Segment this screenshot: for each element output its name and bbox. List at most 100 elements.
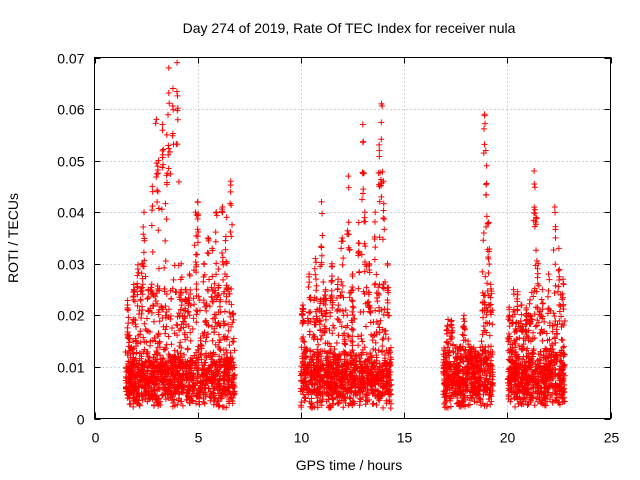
- data-point: [380, 215, 387, 222]
- data-point: [219, 372, 226, 379]
- data-point: [483, 162, 490, 169]
- data-point: [313, 276, 320, 283]
- data-point: [374, 378, 381, 385]
- data-point: [321, 371, 328, 378]
- data-point: [138, 353, 145, 360]
- data-point: [316, 307, 323, 313]
- data-point: [159, 154, 166, 161]
- x-tick-label: 15: [397, 430, 413, 446]
- data-point: [314, 404, 321, 411]
- data-point: [545, 271, 552, 278]
- data-point: [213, 271, 220, 278]
- data-point: [165, 373, 172, 380]
- data-point: [203, 334, 210, 341]
- data-point: [229, 376, 236, 383]
- data-point: [165, 64, 172, 71]
- data-point: [194, 199, 201, 206]
- data-point: [178, 359, 185, 366]
- data-point: [384, 262, 391, 269]
- data-point: [316, 317, 323, 324]
- data-point: [383, 347, 390, 354]
- data-point: [344, 376, 351, 383]
- data-point: [346, 371, 353, 378]
- data-point: [167, 376, 174, 383]
- data-point: [316, 378, 323, 385]
- data-point: [460, 323, 467, 330]
- y-tick-label: 0.03: [57, 257, 84, 273]
- data-point: [137, 367, 144, 374]
- data-point: [151, 367, 158, 374]
- data-point: [145, 364, 152, 371]
- data-point: [329, 330, 336, 337]
- x-tick-label: 5: [195, 430, 203, 446]
- data-point: [169, 403, 176, 410]
- data-point: [154, 300, 161, 307]
- data-point: [315, 358, 322, 365]
- data-point: [305, 273, 312, 280]
- data-point: [160, 161, 167, 168]
- data-point: [163, 179, 170, 186]
- data-point: [312, 255, 319, 262]
- data-point: [328, 293, 335, 300]
- data-point: [337, 393, 344, 400]
- data-point: [316, 389, 323, 396]
- data-point: [308, 364, 315, 371]
- data-point: [171, 347, 178, 354]
- data-point: [530, 293, 537, 300]
- data-point: [122, 349, 129, 356]
- data-point: [226, 342, 233, 349]
- data-point: [229, 221, 236, 228]
- data-point: [166, 382, 173, 389]
- data-point: [319, 366, 326, 373]
- data-point: [227, 182, 234, 189]
- data-point: [334, 285, 341, 292]
- data-point: [351, 400, 358, 407]
- data-point: [165, 151, 172, 158]
- data-point: [545, 287, 552, 294]
- data-point: [360, 288, 367, 295]
- data-point: [376, 304, 383, 311]
- data-point: [155, 157, 162, 164]
- data-point: [210, 315, 217, 322]
- data-point: [207, 388, 214, 395]
- data-point: [133, 323, 140, 330]
- data-point: [199, 381, 206, 388]
- data-point: [181, 318, 188, 325]
- data-point: [205, 322, 212, 329]
- data-point: [338, 289, 345, 296]
- data-point: [170, 384, 177, 391]
- data-point: [154, 199, 161, 206]
- data-point: [152, 356, 159, 363]
- data-point: [531, 167, 538, 174]
- data-point: [482, 120, 489, 127]
- data-point: [227, 313, 234, 320]
- data-point: [124, 304, 131, 311]
- data-point: [160, 360, 167, 367]
- data-point: [124, 391, 131, 398]
- data-point: [177, 276, 184, 283]
- data-point: [176, 312, 183, 319]
- data-point: [371, 218, 378, 225]
- data-point: [377, 317, 384, 324]
- data-point: [310, 331, 317, 338]
- data-point: [152, 297, 159, 304]
- data-point: [202, 338, 209, 345]
- data-point: [190, 371, 197, 378]
- data-point: [156, 344, 163, 351]
- data-point: [345, 351, 352, 358]
- data-point: [230, 391, 237, 398]
- data-point: [228, 233, 235, 240]
- data-point: [333, 294, 340, 301]
- data-point: [125, 350, 132, 357]
- data-point: [350, 350, 357, 357]
- data-point: [215, 359, 222, 366]
- data-point: [125, 320, 132, 327]
- data-point: [191, 352, 198, 359]
- data-point: [170, 106, 177, 113]
- data-point: [327, 348, 334, 355]
- data-point: [351, 315, 358, 322]
- data-point: [318, 198, 325, 205]
- data-point: [350, 378, 357, 385]
- data-point: [376, 329, 383, 336]
- data-point: [360, 308, 367, 315]
